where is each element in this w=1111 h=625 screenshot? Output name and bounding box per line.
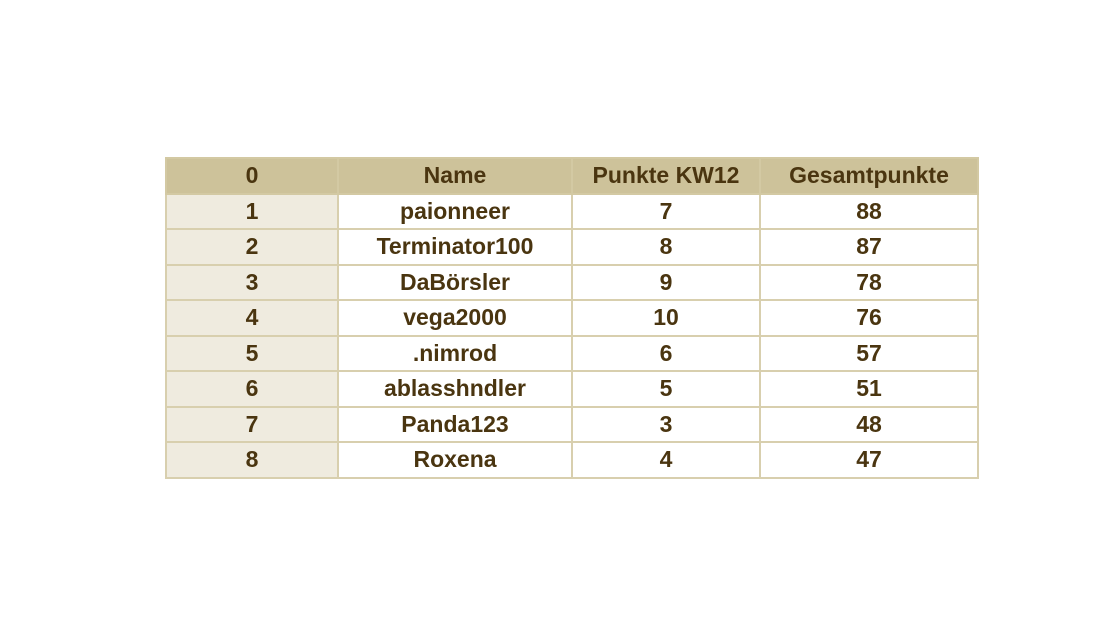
- cell-rank: 3: [165, 263, 339, 301]
- cell-name: vega2000: [337, 299, 573, 337]
- cell-total-points: 88: [759, 192, 979, 230]
- cell-total-points: 47: [759, 441, 979, 479]
- cell-name: ablasshndler: [337, 370, 573, 408]
- cell-total-points: 87: [759, 228, 979, 266]
- table-row: 5 .nimrod 6 57: [165, 334, 979, 372]
- table-row: 6 ablasshndler 5 51: [165, 370, 979, 408]
- cell-total-points: 76: [759, 299, 979, 337]
- table-row: 1 paionneer 7 88: [165, 192, 979, 230]
- cell-rank: 7: [165, 405, 339, 443]
- cell-week-points: 10: [571, 299, 761, 337]
- cell-week-points: 5: [571, 370, 761, 408]
- cell-week-points: 7: [571, 192, 761, 230]
- table-row: 2 Terminator100 8 87: [165, 228, 979, 266]
- table-row: 3 DaBörsler 9 78: [165, 263, 979, 301]
- cell-name: Panda123: [337, 405, 573, 443]
- header-row: 0 Name Punkte KW12 Gesamtpunkte: [165, 157, 979, 195]
- ranking-table: 0 Name Punkte KW12 Gesamtpunkte 1 paionne…: [165, 157, 979, 479]
- cell-total-points: 57: [759, 334, 979, 372]
- cell-week-points: 3: [571, 405, 761, 443]
- cell-week-points: 9: [571, 263, 761, 301]
- cell-name: Terminator100: [337, 228, 573, 266]
- cell-week-points: 4: [571, 441, 761, 479]
- cell-rank: 4: [165, 299, 339, 337]
- table-row: 8 Roxena 4 47: [165, 441, 979, 479]
- cell-rank: 5: [165, 334, 339, 372]
- table-row: 4 vega2000 10 76: [165, 299, 979, 337]
- cell-name: DaBörsler: [337, 263, 573, 301]
- cell-rank: 2: [165, 228, 339, 266]
- cell-total-points: 78: [759, 263, 979, 301]
- cell-name: paionneer: [337, 192, 573, 230]
- cell-rank: 6: [165, 370, 339, 408]
- cell-total-points: 48: [759, 405, 979, 443]
- cell-total-points: 51: [759, 370, 979, 408]
- header-name: Name: [337, 157, 573, 195]
- cell-name: .nimrod: [337, 334, 573, 372]
- header-total-points: Gesamtpunkte: [759, 157, 979, 195]
- cell-week-points: 6: [571, 334, 761, 372]
- table-row: 7 Panda123 3 48: [165, 405, 979, 443]
- header-week-points: Punkte KW12: [571, 157, 761, 195]
- cell-week-points: 8: [571, 228, 761, 266]
- header-index: 0: [165, 157, 339, 195]
- cell-rank: 1: [165, 192, 339, 230]
- cell-name: Roxena: [337, 441, 573, 479]
- cell-rank: 8: [165, 441, 339, 479]
